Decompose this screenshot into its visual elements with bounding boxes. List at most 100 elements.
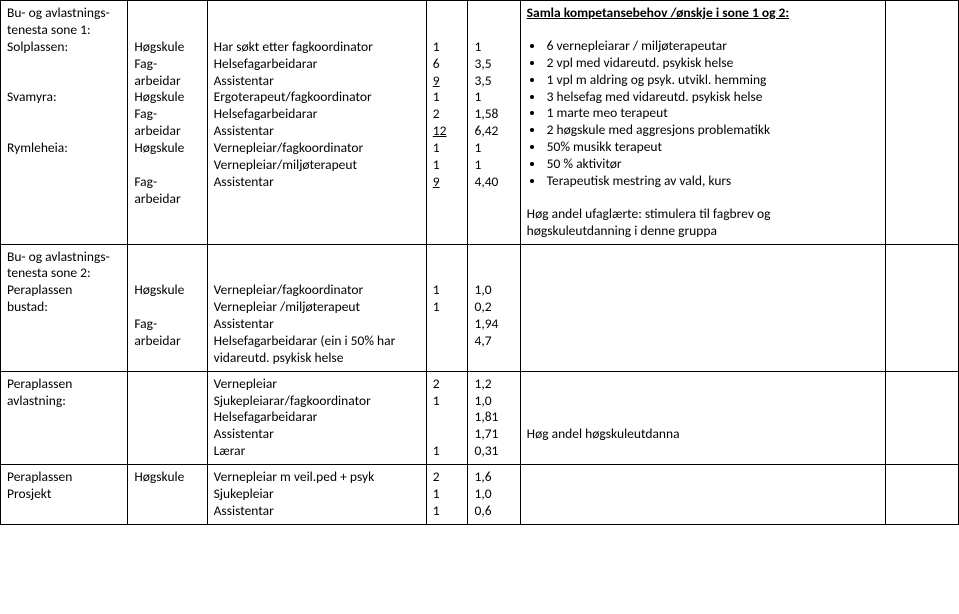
cell-level: Høgskule bbox=[128, 465, 207, 525]
table-row: Peraplassen Prosjekt Høgskule Vernepleia… bbox=[1, 465, 959, 525]
needs-heading: Samla kompetansebehov /ønskje i sone 1 o… bbox=[527, 4, 789, 21]
num: 9 bbox=[433, 173, 440, 190]
text: vidareutd. psykisk helse bbox=[214, 349, 344, 366]
num: 1 bbox=[433, 392, 440, 409]
num: 1 bbox=[474, 139, 481, 156]
text: Bu- og avlastnings- bbox=[7, 4, 110, 21]
cell-fte: 1,2 1,0 1,81 1,71 0,31 bbox=[468, 371, 520, 464]
list-item: 50 % aktivitør bbox=[545, 156, 879, 173]
cell-zone: Bu- og avlastnings- tenesta sone 2: Pera… bbox=[1, 244, 128, 371]
num: 4,40 bbox=[474, 173, 498, 190]
cell-fte: 1,0 0,2 1,94 4,7 bbox=[468, 244, 520, 371]
table-row: Bu- og avlastnings- tenesta sone 1: Solp… bbox=[1, 1, 959, 245]
document-page: Bu- og avlastnings- tenesta sone 1: Solp… bbox=[0, 0, 959, 614]
num: 6 bbox=[433, 55, 440, 72]
text: Assistentar bbox=[214, 72, 274, 89]
text: Rymleheia: bbox=[7, 139, 68, 156]
num: 1,94 bbox=[474, 315, 498, 332]
text: Assistentar bbox=[214, 122, 274, 139]
text: Høgskule bbox=[134, 88, 184, 105]
text: Prosjekt bbox=[7, 485, 51, 502]
cell-role: Har søkt etter fagkoordinator Helsefagar… bbox=[207, 1, 426, 245]
text: Lærar bbox=[214, 442, 246, 459]
num: 1 bbox=[433, 139, 440, 156]
cell-count: 2 1 1 bbox=[426, 371, 468, 464]
list-item: 50% musikk terapeut bbox=[545, 139, 879, 156]
cell-empty bbox=[885, 1, 958, 245]
text: Fag- bbox=[134, 55, 157, 72]
text: Fag- bbox=[134, 173, 157, 190]
text: Vernepleiar/fagkoordinator bbox=[214, 281, 364, 298]
cell-role: Vernepleiar Sjukepleiarar/fagkoordinator… bbox=[207, 371, 426, 464]
text: Sjukepleiar bbox=[214, 485, 274, 502]
text: bustad: bbox=[7, 298, 48, 315]
num: 0,2 bbox=[474, 298, 491, 315]
text: Peraplassen bbox=[7, 375, 72, 392]
text: Høgskule bbox=[134, 281, 184, 298]
cell-zone: Bu- og avlastnings- tenesta sone 1: Solp… bbox=[1, 1, 128, 245]
text: Peraplassen bbox=[7, 281, 72, 298]
text: Fag- bbox=[134, 105, 157, 122]
num: 1,81 bbox=[474, 408, 498, 425]
cell-needs bbox=[520, 465, 885, 525]
cell-empty bbox=[885, 371, 958, 464]
num: 1 bbox=[433, 485, 440, 502]
text: Helsefagarbeidarar (ein i 50% har bbox=[214, 332, 396, 349]
text: Helsefagarbeidarar bbox=[214, 408, 318, 425]
num: 1 bbox=[433, 298, 440, 315]
num: 1 bbox=[433, 281, 440, 298]
cell-needs: Samla kompetansebehov /ønskje i sone 1 o… bbox=[520, 1, 885, 245]
num: 1,0 bbox=[474, 485, 491, 502]
cell-level: Høgskule Fag- arbeidar bbox=[128, 244, 207, 371]
list-item: 1 marte meo terapeut bbox=[545, 105, 879, 122]
num: 9 bbox=[433, 72, 440, 89]
num: 1 bbox=[433, 156, 440, 173]
list-item: 6 vernepleiarar / miljøterapeutar bbox=[545, 38, 879, 55]
text: Vernepleiar/fagkoordinator bbox=[214, 139, 364, 156]
cell-zone: Peraplassen avlastning: bbox=[1, 371, 128, 464]
staffing-table: Bu- og avlastnings- tenesta sone 1: Solp… bbox=[0, 0, 959, 525]
num: 1,58 bbox=[474, 105, 498, 122]
cell-needs bbox=[520, 244, 885, 371]
text: Vernepleiar bbox=[214, 375, 277, 392]
text: avlastning: bbox=[7, 392, 66, 409]
text: arbeidar bbox=[134, 190, 180, 207]
num: 0,31 bbox=[474, 442, 498, 459]
num: 6,42 bbox=[474, 122, 498, 139]
num: 1 bbox=[474, 38, 481, 55]
num: 12 bbox=[433, 122, 447, 139]
num: 2 bbox=[433, 375, 440, 392]
text: Assistentar bbox=[214, 315, 274, 332]
text: Har søkt etter fagkoordinator bbox=[214, 38, 373, 55]
list-item: 2 vpl med vidareutd. psykisk helse bbox=[545, 55, 879, 72]
text: Assistentar bbox=[214, 425, 274, 442]
cell-level: Høgskule Fag- arbeidar Høgskule Fag- arb… bbox=[128, 1, 207, 245]
cell-needs: Høg andel høgskuleutdanna bbox=[520, 371, 885, 464]
text: Helsefagarbeidarar bbox=[214, 55, 318, 72]
num: 1 bbox=[474, 88, 481, 105]
cell-empty bbox=[885, 244, 958, 371]
cell-count: 1 6 9 1 2 12 1 1 9 bbox=[426, 1, 468, 245]
num: 2 bbox=[433, 468, 440, 485]
text: Assistentar bbox=[214, 502, 274, 519]
num: 1,71 bbox=[474, 425, 498, 442]
text: Ergoterapeut/fagkoordinator bbox=[214, 88, 372, 105]
cell-level bbox=[128, 371, 207, 464]
num: 1 bbox=[433, 502, 440, 519]
text: Assistentar bbox=[214, 173, 274, 190]
num: 2 bbox=[433, 105, 440, 122]
needs-list: 6 vernepleiarar / miljøterapeutar 2 vpl … bbox=[545, 38, 879, 190]
num: 3,5 bbox=[474, 72, 491, 89]
text: Vernepleiar m veil.ped + psyk bbox=[214, 468, 375, 485]
num: 1,6 bbox=[474, 468, 491, 485]
cell-count: 2 1 1 bbox=[426, 465, 468, 525]
text: tenesta sone 1: bbox=[7, 21, 91, 38]
num: 1 bbox=[433, 442, 440, 459]
text: tenesta sone 2: bbox=[7, 264, 91, 281]
text: Sjukepleiarar/fagkoordinator bbox=[214, 392, 371, 409]
num: 1,0 bbox=[474, 392, 491, 409]
num: 1 bbox=[433, 38, 440, 55]
text: høgskuleutdanning i denne gruppa bbox=[527, 222, 717, 239]
text: Høg andel ufaglærte: stimulera til fagbr… bbox=[527, 205, 771, 222]
text: arbeidar bbox=[134, 122, 180, 139]
